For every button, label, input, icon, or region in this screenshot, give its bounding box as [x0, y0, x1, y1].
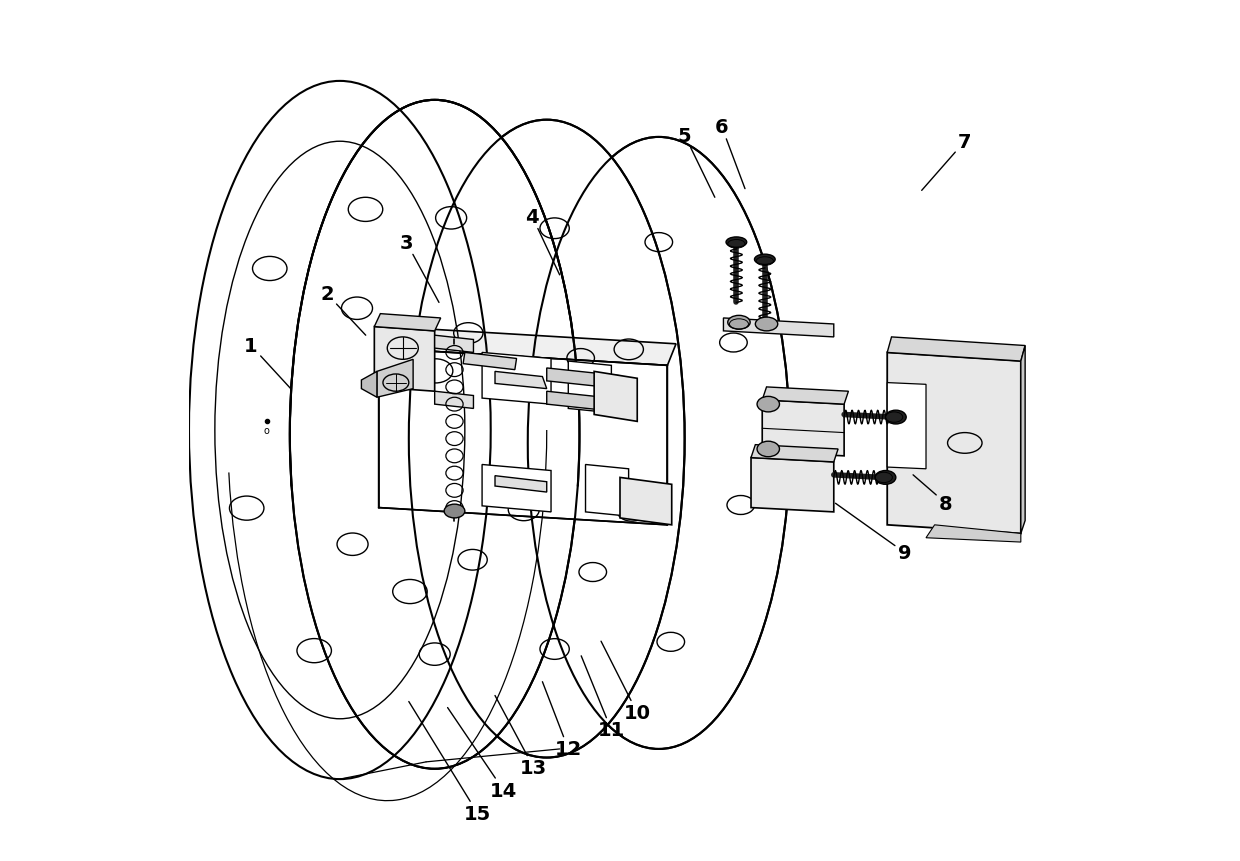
- Polygon shape: [1021, 346, 1025, 534]
- Polygon shape: [887, 383, 926, 469]
- Polygon shape: [763, 387, 848, 405]
- Polygon shape: [482, 353, 551, 405]
- Text: 4: 4: [526, 208, 559, 276]
- Polygon shape: [763, 400, 844, 456]
- Polygon shape: [751, 445, 838, 462]
- Polygon shape: [495, 372, 547, 389]
- Polygon shape: [594, 372, 637, 422]
- Text: 2: 2: [320, 285, 366, 336]
- Polygon shape: [723, 319, 833, 338]
- Text: 1: 1: [244, 337, 290, 389]
- Polygon shape: [585, 465, 629, 517]
- Text: 8: 8: [913, 475, 952, 513]
- Polygon shape: [751, 458, 833, 512]
- Polygon shape: [887, 353, 1021, 534]
- Polygon shape: [378, 349, 667, 525]
- Ellipse shape: [290, 101, 579, 769]
- Polygon shape: [547, 392, 620, 412]
- Ellipse shape: [754, 255, 775, 265]
- Ellipse shape: [885, 411, 906, 424]
- Polygon shape: [435, 336, 474, 353]
- Text: 10: 10: [601, 641, 651, 722]
- Text: 14: 14: [448, 708, 517, 800]
- Polygon shape: [495, 476, 547, 492]
- Polygon shape: [620, 478, 672, 525]
- Polygon shape: [887, 338, 1025, 362]
- Polygon shape: [547, 369, 620, 389]
- Polygon shape: [377, 360, 413, 398]
- Ellipse shape: [409, 121, 684, 758]
- Polygon shape: [568, 362, 611, 413]
- Text: 12: 12: [542, 682, 582, 759]
- Polygon shape: [482, 465, 551, 512]
- Polygon shape: [435, 392, 474, 409]
- Ellipse shape: [755, 318, 777, 331]
- Text: 13: 13: [495, 696, 547, 777]
- Text: 7: 7: [921, 133, 972, 191]
- Text: 3: 3: [399, 233, 439, 303]
- Polygon shape: [926, 525, 1021, 542]
- Polygon shape: [378, 327, 676, 366]
- Text: 9: 9: [836, 504, 911, 562]
- Ellipse shape: [528, 138, 790, 749]
- Polygon shape: [374, 327, 435, 392]
- Ellipse shape: [758, 397, 780, 412]
- Text: 11: 11: [582, 656, 625, 740]
- Ellipse shape: [875, 471, 895, 485]
- Text: 15: 15: [409, 702, 491, 823]
- Polygon shape: [463, 353, 517, 370]
- Ellipse shape: [727, 238, 746, 248]
- Polygon shape: [374, 314, 440, 331]
- Text: 6: 6: [715, 118, 745, 189]
- Text: o: o: [264, 425, 269, 436]
- Polygon shape: [361, 372, 377, 398]
- Ellipse shape: [444, 505, 465, 518]
- Text: 5: 5: [678, 127, 714, 198]
- Ellipse shape: [758, 442, 780, 457]
- Ellipse shape: [728, 316, 750, 330]
